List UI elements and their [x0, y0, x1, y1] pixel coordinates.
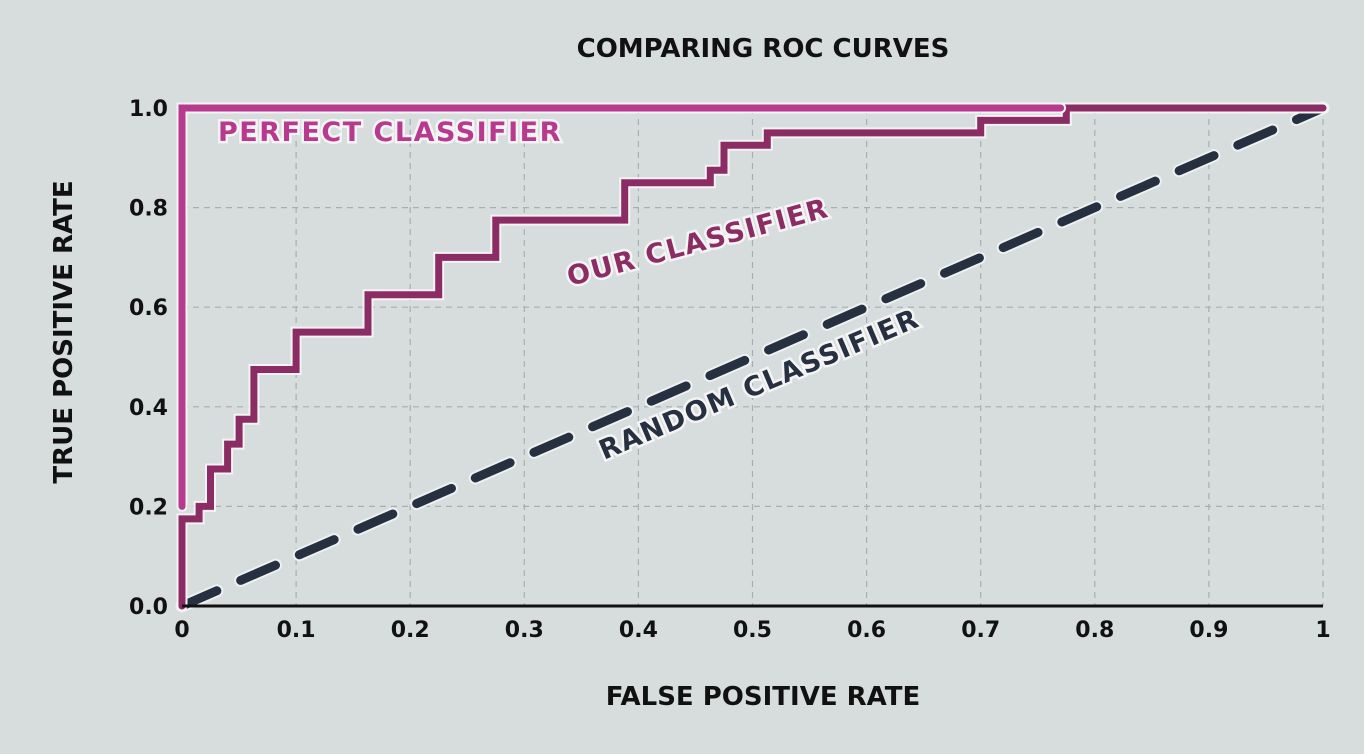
series-layer — [175, 101, 1330, 613]
x-tick-label: 0.4 — [619, 618, 658, 643]
x-tick-label: 0.5 — [733, 618, 772, 643]
x-tick-label: 0.3 — [505, 618, 544, 643]
x-tick-label: 0.6 — [847, 618, 886, 643]
x-tick-label: 0 — [174, 618, 189, 643]
random-classifier-line — [177, 103, 1328, 611]
y-tick-label: 0.6 — [129, 296, 168, 321]
y-tick-label: 0.8 — [129, 197, 168, 222]
x-tick-label: 0.7 — [961, 618, 1000, 643]
y-tick-label: 0.2 — [129, 495, 168, 520]
random-classifier-label: RANDOM CLASSIFIER — [595, 303, 924, 466]
y-axis-title: TRUE POSITIVE RATE — [49, 180, 79, 483]
y-tick-label: 0.4 — [129, 396, 168, 421]
perfect-classifier-line — [178, 104, 1065, 510]
x-tick-label: 0.8 — [1075, 618, 1114, 643]
our-classifier-line — [178, 104, 1327, 610]
chart-title: COMPARING ROC CURVES — [577, 34, 950, 64]
axes: 0 0.1 0.2 0.3 0.4 0.5 0.6 0.7 0.8 0.9 1 0.0 0.2 0.4 0.… — [129, 97, 1331, 643]
x-tick-label: 1 — [1315, 618, 1330, 643]
x-axis-title: FALSE POSITIVE RATE — [606, 682, 921, 712]
x-tick-label: 0.1 — [277, 618, 316, 643]
x-tick-label: 0.9 — [1189, 618, 1228, 643]
y-tick-label: 1.0 — [129, 97, 168, 122]
perfect-classifier-label: PERFECT CLASSIFIER — [218, 117, 562, 148]
y-tick-label: 0.0 — [129, 595, 168, 620]
x-tick-label: 0.2 — [391, 618, 430, 643]
